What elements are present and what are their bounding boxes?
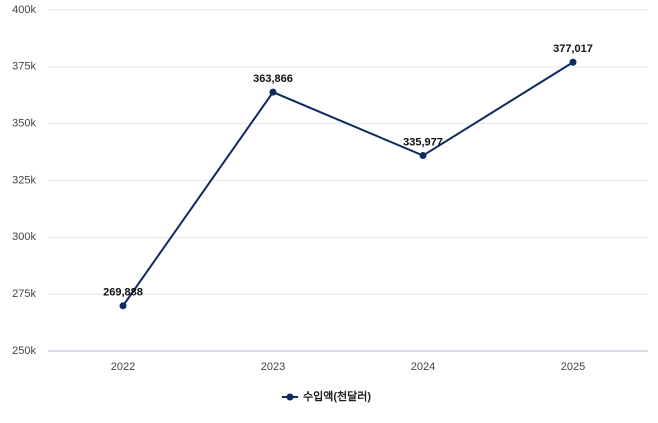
x-tick-label: 2024 (411, 361, 435, 373)
data-point (119, 302, 127, 310)
y-tick-label: 300k (12, 231, 36, 243)
x-tick-label: 2022 (111, 361, 135, 373)
y-tick-label: 350k (12, 118, 36, 130)
data-label: 269,888 (103, 287, 143, 299)
data-label: 377,017 (553, 43, 593, 55)
y-tick-label: 375k (12, 61, 36, 73)
y-tick-label: 325k (12, 174, 36, 186)
data-point (569, 58, 577, 66)
data-point (419, 152, 427, 160)
legend-label: 수입액(천달러) (303, 389, 371, 403)
x-tick-label: 2025 (561, 361, 585, 373)
y-tick-label: 275k (12, 288, 36, 300)
x-tick-label: 2023 (261, 361, 285, 373)
data-point (269, 88, 277, 96)
data-label: 363,866 (253, 73, 293, 85)
data-line (122, 61, 574, 307)
y-tick-label: 400k (12, 4, 36, 16)
legend-marker (286, 393, 294, 401)
data-label: 335,977 (403, 136, 443, 148)
y-tick-label: 250k (12, 345, 36, 357)
